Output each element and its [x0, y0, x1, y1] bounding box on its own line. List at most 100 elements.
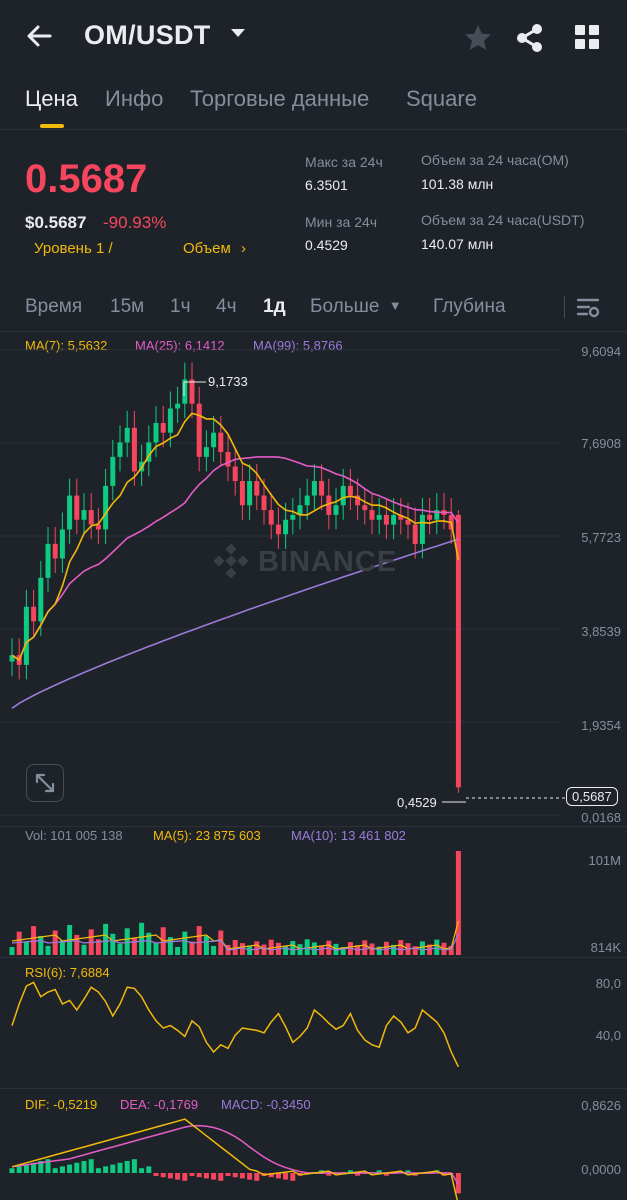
caret-down-icon: ▼: [388, 298, 402, 313]
candle-body: [362, 505, 368, 511]
watermark: BINANCE: [258, 546, 398, 578]
macd-bar: [131, 1159, 137, 1173]
macd-bar: [376, 1170, 382, 1173]
fullscreen-button[interactable]: [26, 764, 64, 802]
grid-icon[interactable]: [574, 24, 600, 55]
volume-ma5-line: [11, 920, 460, 950]
macd-bar: [9, 1168, 15, 1173]
volume-usdt-value: 140.07 млн: [421, 236, 494, 252]
candle-body: [434, 510, 440, 520]
volume-bar: [362, 940, 368, 955]
macd-bar: [31, 1162, 37, 1173]
interval-more[interactable]: Больше ▼: [310, 296, 402, 318]
volume-bar: [196, 926, 202, 955]
candle-body: [67, 495, 73, 530]
active-tab-indicator: [40, 124, 64, 128]
tab-price[interactable]: Цена: [25, 86, 78, 111]
low-24h-value: 0.4529: [305, 237, 348, 253]
volume-bar: [455, 851, 461, 955]
candle-body: [340, 485, 346, 506]
volume-bar: [110, 933, 116, 955]
usd-price: $0.5687: [25, 213, 87, 232]
candle-body: [117, 442, 123, 457]
candle-body: [275, 524, 281, 535]
macd-bar: [124, 1161, 130, 1173]
volume-axis-top: 101M: [588, 853, 621, 868]
volume-bar: [211, 945, 217, 955]
volume-bar: [38, 936, 44, 955]
chart-grid: [0, 349, 560, 816]
candle-body: [196, 403, 202, 457]
candle-body: [232, 466, 238, 482]
macd-dea-legend: DEA: -0,1769: [120, 1097, 199, 1112]
macd-bar: [117, 1162, 123, 1173]
volume-axis-bottom: 814K: [590, 940, 621, 955]
macd-bar: [146, 1166, 152, 1173]
volume-chart: [9, 851, 461, 955]
candle-body: [311, 481, 317, 496]
rsi-line: [11, 981, 460, 1068]
candle-body: [333, 505, 339, 515]
macd-dif-legend: DIF: -0,5219: [25, 1097, 98, 1112]
high-marker: [183, 381, 206, 396]
candle-body: [23, 606, 29, 665]
tab-square[interactable]: Square: [406, 86, 477, 111]
candle-body: [247, 481, 253, 506]
price-change-percent: -90.93%: [103, 213, 167, 232]
share-icon[interactable]: [515, 22, 545, 59]
back-button[interactable]: [24, 18, 56, 54]
star-icon[interactable]: [462, 22, 494, 59]
tab-trading-data[interactable]: Торговые данные: [190, 86, 370, 111]
volume-bar: [427, 944, 433, 955]
interval-1h[interactable]: 1ч: [170, 296, 191, 317]
macd-bar: [383, 1173, 389, 1176]
tab-info[interactable]: Инфо: [105, 86, 164, 111]
volume-link[interactable]: Объем ›: [183, 240, 246, 257]
candle-body: [427, 514, 433, 520]
ma7-line: [11, 412, 460, 662]
candle-body: [419, 514, 425, 544]
macd-bar: [225, 1173, 231, 1176]
volume-bar: [23, 941, 29, 955]
interval-15m[interactable]: 15м: [110, 296, 145, 317]
rsi-axis-top: 80,0: [595, 976, 621, 991]
macd-bar: [23, 1164, 29, 1173]
price-axis-label: 1,9354: [581, 718, 621, 733]
macd-bar: [283, 1173, 289, 1180]
volume-bar: [398, 940, 404, 955]
macd-axis-zero: 0,0000: [581, 1162, 621, 1177]
macd-bar: [139, 1168, 145, 1173]
depth-tab[interactable]: Глубина: [433, 296, 506, 317]
level-link[interactable]: Уровень 1 /: [34, 240, 113, 257]
volume-bar: [59, 940, 65, 955]
candle-body: [347, 485, 353, 496]
candle-body: [131, 427, 137, 472]
chevron-down-icon[interactable]: [229, 26, 247, 45]
macd-bar: [81, 1161, 87, 1173]
macd-bar: [45, 1159, 51, 1173]
volume-legend: Vol: 101 005 138: [25, 828, 123, 843]
macd-bar: [95, 1168, 101, 1173]
macd-bar: [275, 1173, 281, 1179]
interval-4h[interactable]: 4ч: [216, 296, 237, 317]
interval-1d[interactable]: 1д: [263, 296, 286, 317]
macd-dif-line: [11, 1118, 458, 1200]
chart-settings-icon[interactable]: [575, 296, 601, 325]
candle-body: [153, 423, 159, 443]
rsi-divider: [0, 957, 627, 958]
candle-body: [110, 456, 116, 486]
rsi-chart: [11, 981, 460, 1068]
interval-time[interactable]: Время: [25, 296, 83, 317]
volume-bar: [239, 943, 245, 955]
candle-body: [175, 403, 181, 409]
macd-bar: [88, 1159, 94, 1173]
macd-bar: [247, 1173, 253, 1180]
candlestick-chart[interactable]: [0, 332, 627, 826]
macd-bar: [232, 1173, 238, 1178]
volume-bar: [103, 923, 109, 955]
candle-body: [355, 495, 361, 506]
pair-title[interactable]: OM/USDT: [84, 20, 211, 50]
macd-bar: [103, 1166, 109, 1173]
candle-body: [326, 495, 332, 515]
low-price-marker: 0,4529: [397, 795, 437, 810]
